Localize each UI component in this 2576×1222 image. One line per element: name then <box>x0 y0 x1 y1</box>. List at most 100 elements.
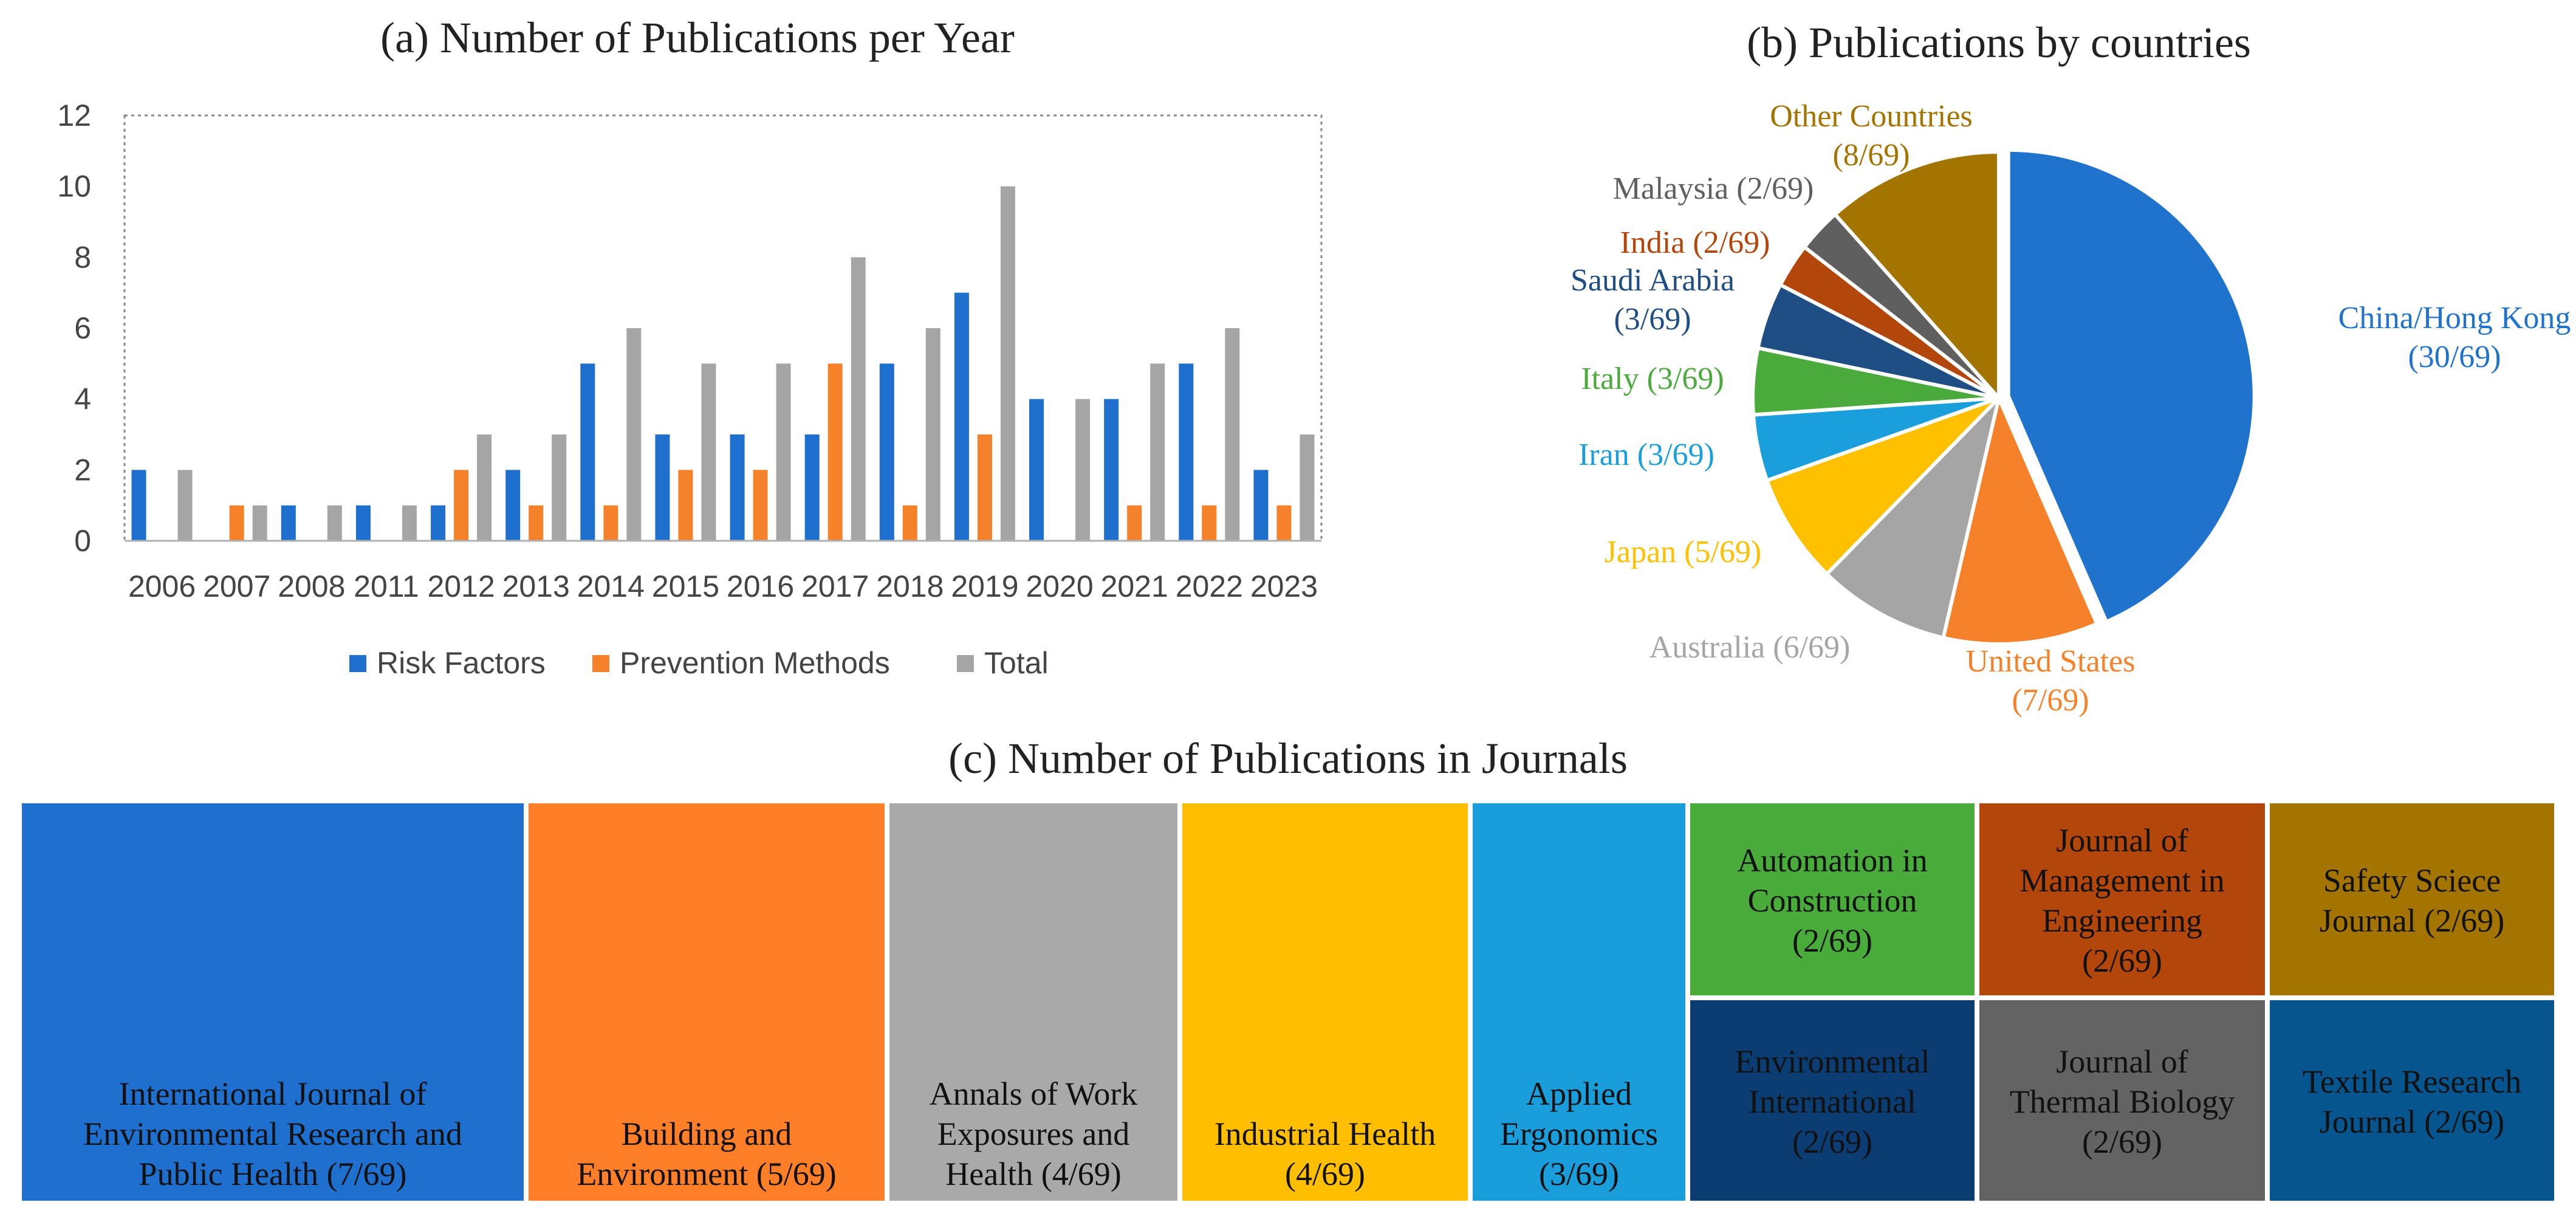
bar-risk-factors <box>1179 363 1194 541</box>
pie-label: China/Hong Kong (30/69) <box>2338 301 2571 374</box>
treemap-cell <box>1690 803 1975 995</box>
bar-risk-factors <box>730 434 745 541</box>
treemap-cell <box>889 803 1177 1201</box>
x-axis-ticks: 2006 2007 2008 2011 2012 2013 2014 2015 2016 2017… <box>128 569 1318 603</box>
bar-total <box>1300 434 1315 541</box>
legend-swatch <box>349 655 366 672</box>
bar-prevention-methods <box>454 470 469 541</box>
x-tick-label: 2022 <box>1176 569 1243 603</box>
pie-slice <box>1824 392 2002 640</box>
x-tick-label: 2015 <box>652 569 719 603</box>
pie-label: Australia (6/69) <box>1649 630 1851 665</box>
treemap-cells: International Journal of Environmental Re… <box>22 803 2554 1201</box>
treemap-label: Textile Research Journal (2/69) <box>2303 1063 2522 1140</box>
x-tick-label: 2017 <box>801 569 869 603</box>
x-tick-label: 2014 <box>577 569 645 603</box>
treemap-cell <box>2270 803 2554 995</box>
x-tick-label: 2018 <box>876 569 944 603</box>
legend-label: Risk Factors <box>377 646 546 680</box>
treemap-cell <box>1979 803 2265 995</box>
bar-total <box>1225 328 1240 541</box>
y-tick-label: 12 <box>57 98 91 132</box>
pie-chart-panel: (b) Publications by countries China/Hong… <box>1571 18 2571 718</box>
x-tick-label: 2013 <box>502 569 570 603</box>
pie-slice <box>1941 392 2100 646</box>
treemap-label: Applied Ergonomics (3/69) <box>1500 1076 1658 1192</box>
treemap-label: Journal of Management in Engineering (2/69) <box>2019 822 2224 979</box>
pie-slice <box>2006 148 2256 625</box>
treemap-label: Annals of Work Exposures and Health (4/69) <box>930 1076 1138 1192</box>
bar-total <box>177 470 193 541</box>
bar-total <box>327 505 342 541</box>
pie-slices <box>1751 148 2256 646</box>
bar-total <box>252 505 267 541</box>
x-tick-label: 2016 <box>727 569 794 603</box>
bar-risk-factors <box>1104 399 1119 541</box>
bar-prevention-methods <box>902 505 917 541</box>
treemap-panel: (c) Number of Publications in Journals I… <box>22 734 2554 1201</box>
treemap-title: (c) Number of Publications in Journals <box>948 734 1628 783</box>
bar-prevention-methods <box>1202 505 1217 541</box>
x-tick-label: 2019 <box>951 569 1018 603</box>
bar-risk-factors <box>355 505 371 541</box>
treemap-cell <box>1690 1000 1975 1201</box>
bar-prevention-methods <box>529 505 544 541</box>
treemap-cell <box>1473 803 1685 1201</box>
x-tick-label: 2006 <box>128 569 196 603</box>
y-tick-label: 0 <box>74 524 91 558</box>
pie-label: Saudi Arabia (3/69) <box>1571 263 1735 337</box>
bar-prevention-methods <box>603 505 618 541</box>
bar-total <box>701 363 716 541</box>
bar-risk-factors <box>431 505 446 541</box>
x-tick-label: 2007 <box>203 569 270 603</box>
y-tick-label: 4 <box>74 382 91 416</box>
bar-risk-factors <box>655 434 670 541</box>
bar-risk-factors <box>1253 470 1269 541</box>
bar-risk-factors <box>1029 399 1044 541</box>
bar-chart-panel: (a) Number of Publications per Year 0 2 4 6… <box>57 13 1323 680</box>
pie-chart-title: (b) Publications by countries <box>1747 18 2251 67</box>
bar-prevention-methods <box>229 505 244 541</box>
y-tick-label: 6 <box>74 311 91 345</box>
pie-label: Malaysia (2/69) <box>1613 171 1814 206</box>
bar-total <box>1075 399 1091 541</box>
x-tick-label: 2008 <box>278 569 345 603</box>
bar-total <box>626 328 642 541</box>
x-tick-label: 2020 <box>1026 569 1093 603</box>
pie-slice <box>1764 396 2001 577</box>
pie-label: Italy (3/69) <box>1581 362 1724 396</box>
treemap-label: Journal of Thermal Biology (2/69) <box>2010 1043 2235 1160</box>
bar-total <box>477 434 492 541</box>
pie-label: United States (7/69) <box>1966 644 2136 718</box>
treemap-cell <box>1979 1000 2265 1201</box>
treemap-cell <box>22 803 524 1201</box>
bar-risk-factors <box>879 363 894 541</box>
x-tick-label: 2012 <box>427 569 495 603</box>
pie-labels: China/Hong Kong (30/69) United States (7/69… <box>1571 99 2571 718</box>
legend-swatch <box>957 655 974 672</box>
bar-risk-factors <box>505 470 521 541</box>
legend-label: Prevention Methods <box>620 646 890 680</box>
x-tick-label: 2011 <box>354 569 419 603</box>
y-tick-label: 10 <box>57 170 91 204</box>
bar-total <box>776 363 791 541</box>
legend-label: Total <box>984 646 1049 680</box>
bar-total <box>925 328 940 541</box>
pie-label: India (2/69) <box>1620 225 1770 260</box>
treemap-label: Automation in Construction (2/69) <box>1737 842 1927 959</box>
bar-total <box>851 257 866 541</box>
treemap-label: Industrial Health (4/69) <box>1214 1116 1436 1192</box>
y-axis-ticks: 0 2 4 6 8 10 12 <box>57 98 91 558</box>
bar-total <box>1150 363 1165 541</box>
pie-label: Japan (5/69) <box>1605 535 1761 569</box>
bar-total <box>402 505 417 541</box>
treemap-label: Safety Sciece Journal (2/69) <box>2320 862 2504 939</box>
pie-label: Other Countries (8/69) <box>1770 99 1973 173</box>
bar-legend: Risk Factors Prevention Methods Total <box>349 646 1049 680</box>
bar-plot-frame <box>123 114 1323 542</box>
treemap-cell <box>2270 1000 2554 1201</box>
bar-prevention-methods <box>1127 505 1142 541</box>
bar-prevention-methods <box>753 470 768 541</box>
bar-risk-factors <box>281 505 296 541</box>
x-tick-label: 2021 <box>1101 569 1168 603</box>
